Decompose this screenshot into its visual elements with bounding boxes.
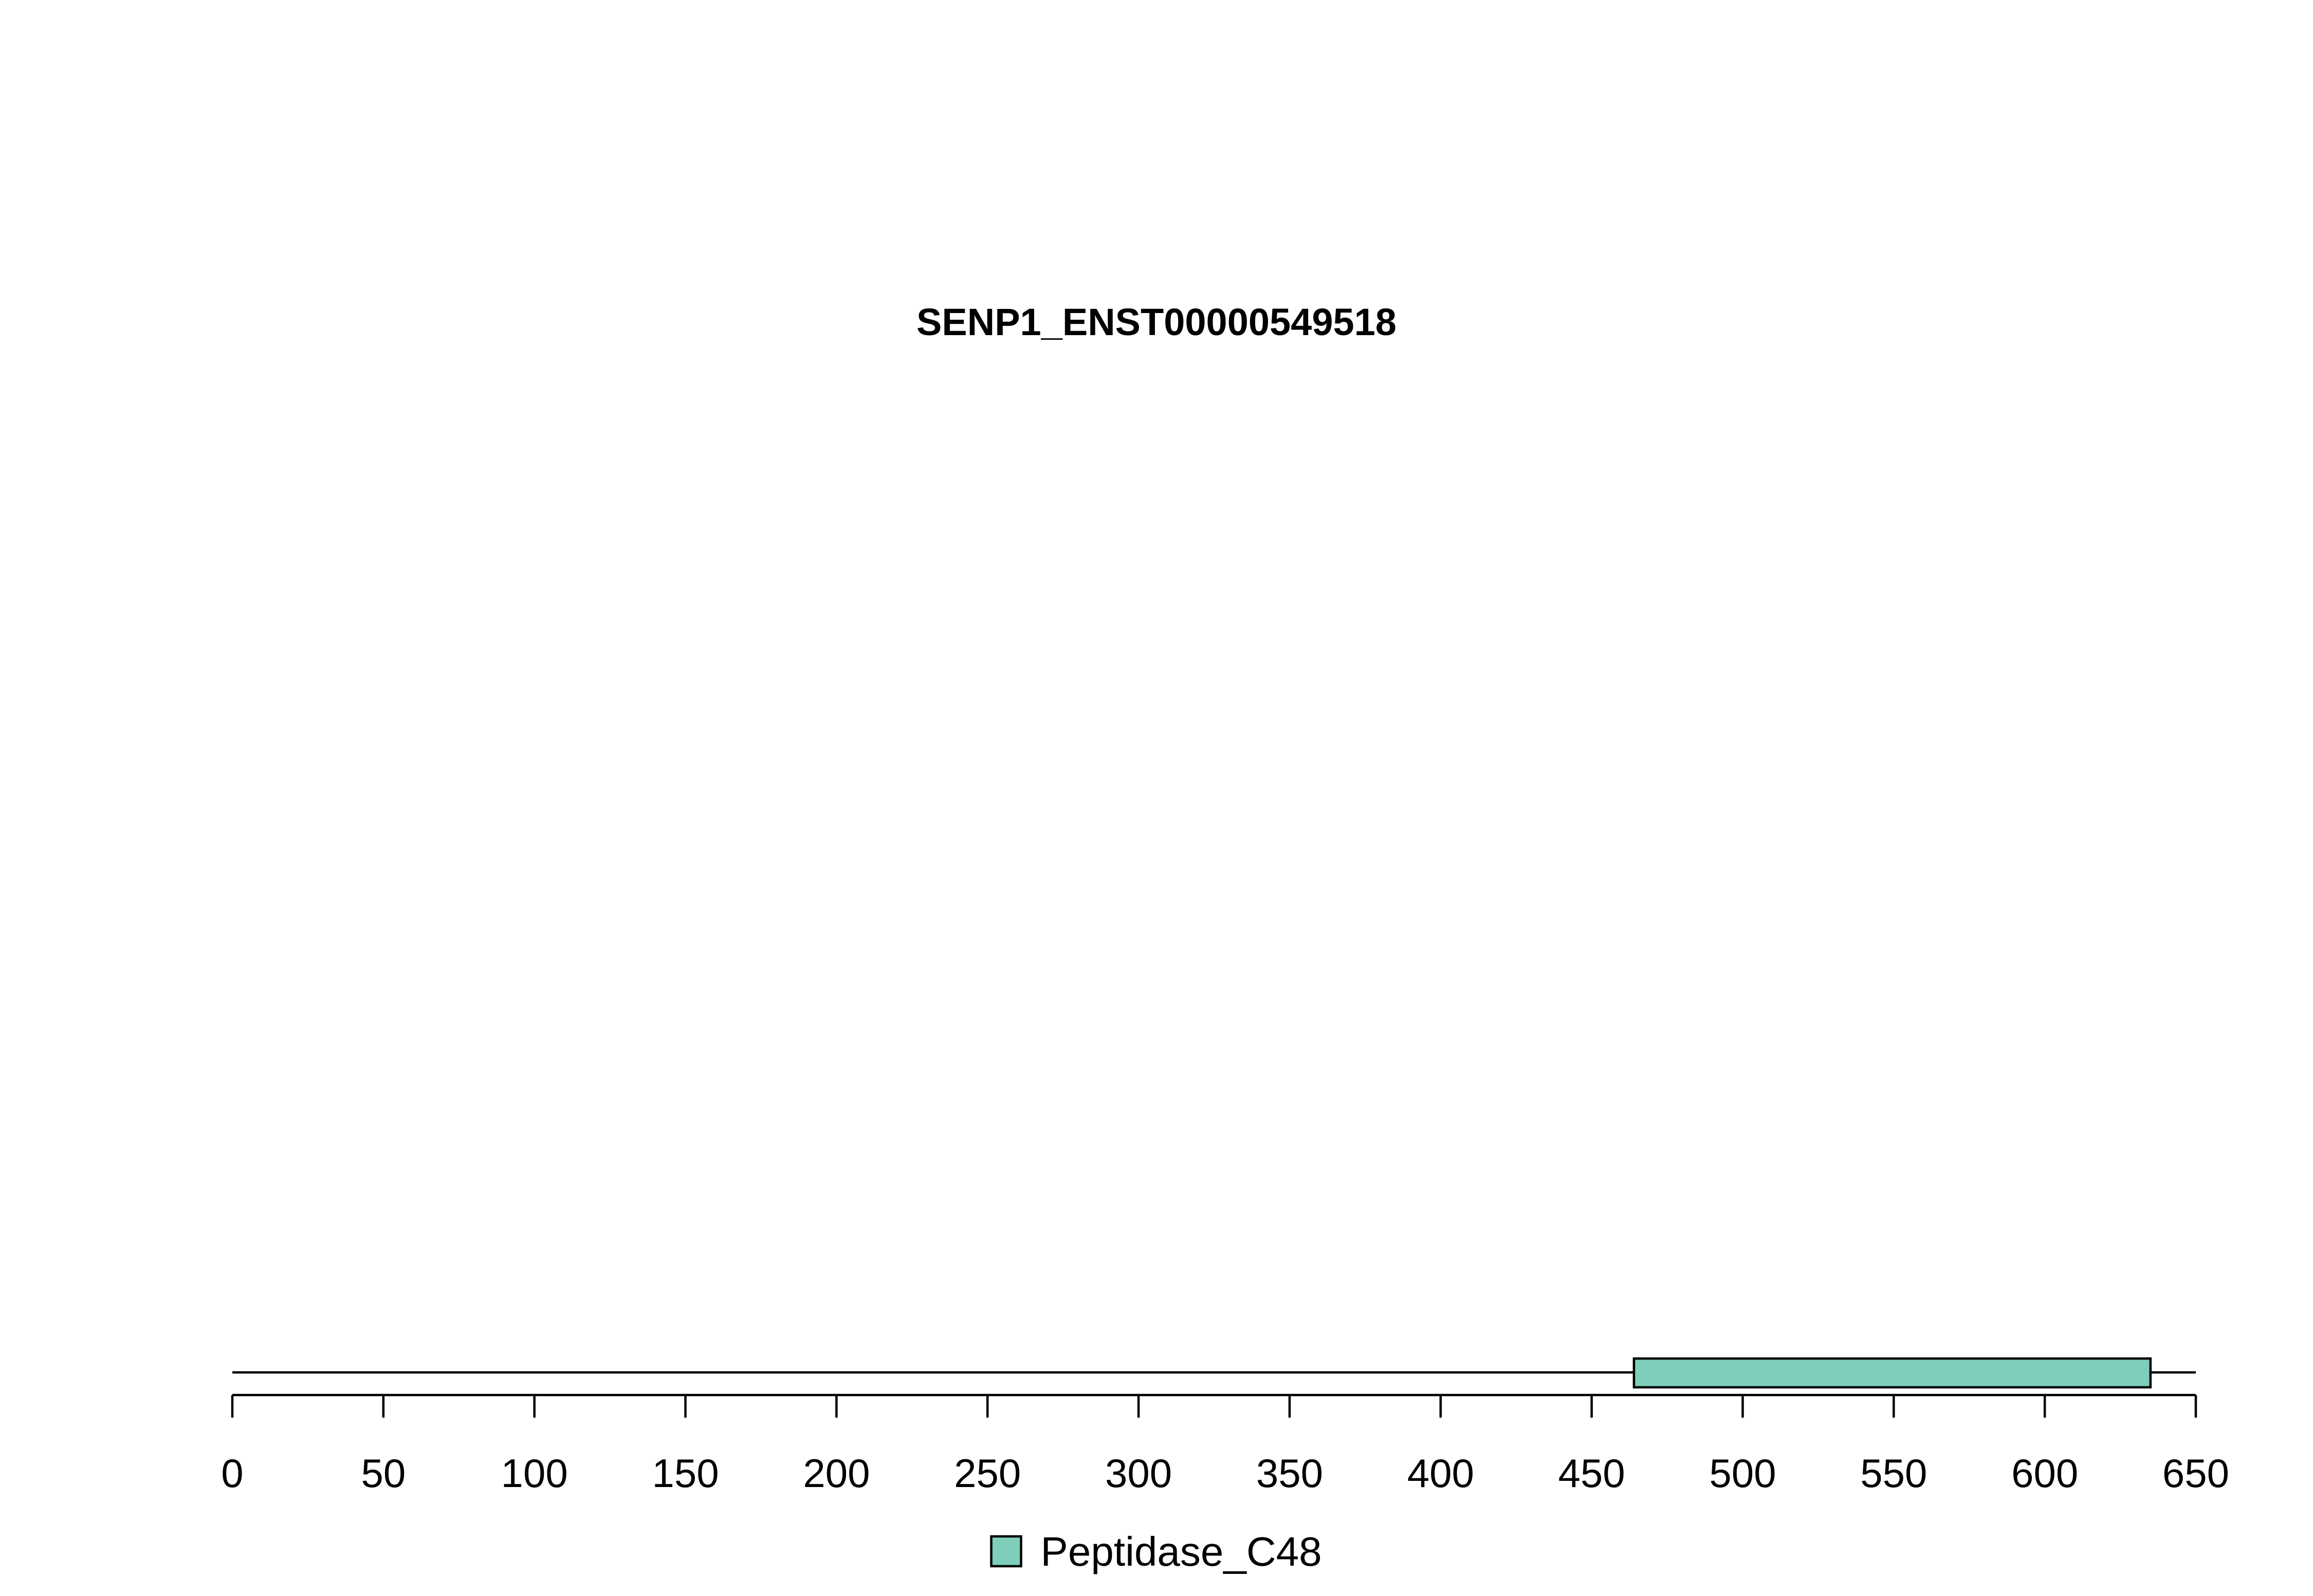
x-tick-label: 600 xyxy=(2011,1451,2078,1496)
legend: Peptidase_C48 xyxy=(990,1529,1322,1574)
x-tick-label: 450 xyxy=(1558,1451,1625,1496)
legend-swatch xyxy=(990,1535,1022,1568)
x-tick-label: 550 xyxy=(1860,1451,1927,1496)
x-axis: 0 50 100 150 200 250 300 350 400 450 500 550 600 650 xyxy=(221,1393,2229,1496)
x-tick-label: 500 xyxy=(1709,1451,1776,1496)
x-tick-label: 250 xyxy=(954,1451,1021,1496)
x-tick-label: 50 xyxy=(361,1451,406,1496)
x-tick-label: 0 xyxy=(221,1451,243,1496)
x-tick-label: 300 xyxy=(1105,1451,1172,1496)
chart-title: SENP1_ENST00000549518 xyxy=(916,301,1397,343)
domain-box-0 xyxy=(1632,1357,2152,1389)
x-tick-label: 400 xyxy=(1407,1451,1474,1496)
x-tick-label: 200 xyxy=(803,1451,870,1496)
protein-track xyxy=(232,1357,2196,1389)
x-tick-label: 100 xyxy=(501,1451,568,1496)
x-tick-label: 650 xyxy=(2162,1451,2229,1496)
legend-label: Peptidase_C48 xyxy=(1041,1529,1322,1574)
x-tick-label: 150 xyxy=(652,1451,719,1496)
x-tick-label: 350 xyxy=(1256,1451,1323,1496)
